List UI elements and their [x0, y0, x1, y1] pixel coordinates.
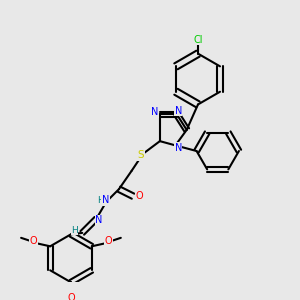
- Text: O: O: [67, 293, 75, 300]
- Text: H: H: [71, 226, 78, 235]
- Text: N: N: [151, 107, 158, 117]
- Text: S: S: [137, 150, 144, 160]
- Text: O: O: [105, 236, 112, 246]
- Text: O: O: [136, 191, 143, 201]
- Text: Cl: Cl: [193, 34, 203, 44]
- Text: N: N: [95, 215, 103, 225]
- Text: O: O: [29, 236, 37, 246]
- Text: N: N: [102, 195, 109, 206]
- Text: N: N: [175, 142, 182, 153]
- Text: H: H: [97, 196, 104, 205]
- Text: N: N: [175, 106, 182, 116]
